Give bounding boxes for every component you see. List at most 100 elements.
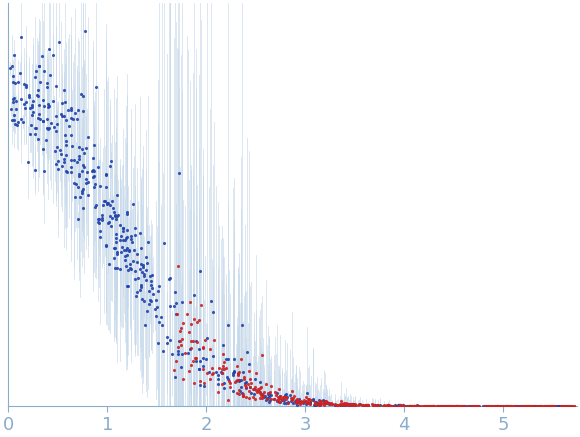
Point — [189, 315, 198, 322]
Point — [74, 184, 83, 191]
Point — [105, 261, 114, 268]
Point — [502, 402, 511, 409]
Point — [198, 343, 207, 350]
Point — [515, 402, 524, 409]
Point — [491, 402, 500, 409]
Point — [304, 399, 313, 406]
Point — [119, 246, 128, 253]
Point — [564, 402, 574, 409]
Point — [512, 402, 521, 409]
Point — [102, 201, 111, 208]
Point — [60, 86, 69, 93]
Point — [531, 402, 541, 409]
Point — [452, 402, 462, 409]
Point — [435, 402, 444, 409]
Point — [198, 365, 208, 372]
Point — [241, 383, 250, 390]
Point — [362, 402, 371, 409]
Point — [281, 391, 291, 398]
Point — [81, 179, 90, 186]
Point — [357, 402, 367, 409]
Point — [228, 372, 237, 379]
Point — [253, 386, 262, 393]
Point — [501, 402, 510, 409]
Point — [252, 386, 261, 393]
Point — [233, 371, 242, 378]
Point — [74, 153, 84, 160]
Point — [478, 402, 488, 409]
Point — [238, 392, 248, 399]
Point — [293, 399, 302, 406]
Point — [356, 401, 365, 408]
Point — [415, 402, 424, 409]
Point — [44, 125, 53, 132]
Point — [536, 402, 546, 409]
Point — [217, 365, 226, 372]
Point — [219, 350, 228, 357]
Point — [395, 402, 404, 409]
Point — [523, 402, 532, 409]
Point — [406, 402, 415, 409]
Point — [97, 216, 106, 223]
Point — [84, 191, 93, 198]
Point — [191, 357, 201, 364]
Point — [379, 402, 388, 409]
Point — [102, 242, 111, 249]
Point — [151, 305, 160, 312]
Point — [106, 157, 115, 164]
Point — [306, 399, 315, 406]
Point — [345, 400, 354, 407]
Point — [514, 402, 524, 409]
Point — [328, 401, 337, 408]
Point — [90, 181, 100, 188]
Point — [242, 394, 251, 401]
Point — [10, 79, 19, 86]
Point — [464, 402, 473, 409]
Point — [550, 402, 560, 409]
Point — [451, 402, 461, 409]
Point — [469, 402, 478, 409]
Point — [351, 401, 360, 408]
Point — [472, 402, 481, 409]
Point — [77, 187, 86, 194]
Point — [20, 80, 29, 87]
Point — [111, 212, 120, 218]
Point — [226, 380, 235, 387]
Point — [521, 402, 530, 409]
Point — [311, 398, 321, 405]
Point — [298, 398, 307, 405]
Point — [224, 321, 233, 328]
Point — [139, 273, 148, 280]
Point — [348, 402, 357, 409]
Point — [494, 402, 503, 409]
Point — [26, 105, 35, 112]
Point — [87, 167, 96, 174]
Point — [343, 402, 353, 409]
Point — [425, 402, 434, 409]
Point — [136, 282, 146, 289]
Point — [43, 115, 52, 122]
Point — [350, 401, 359, 408]
Point — [84, 178, 93, 185]
Point — [130, 225, 139, 232]
Point — [510, 402, 520, 409]
Point — [142, 253, 151, 260]
Point — [429, 402, 438, 409]
Point — [213, 375, 223, 382]
Point — [234, 377, 243, 384]
Point — [251, 396, 260, 403]
Point — [340, 402, 350, 409]
Point — [484, 402, 494, 409]
Point — [95, 183, 104, 190]
Point — [507, 402, 516, 409]
Point — [445, 402, 455, 409]
Point — [467, 402, 476, 409]
Point — [172, 357, 181, 364]
Point — [392, 402, 401, 409]
Point — [142, 277, 151, 284]
Point — [42, 125, 52, 132]
Point — [275, 392, 284, 399]
Point — [460, 402, 469, 409]
Point — [241, 380, 250, 387]
Point — [479, 402, 488, 409]
